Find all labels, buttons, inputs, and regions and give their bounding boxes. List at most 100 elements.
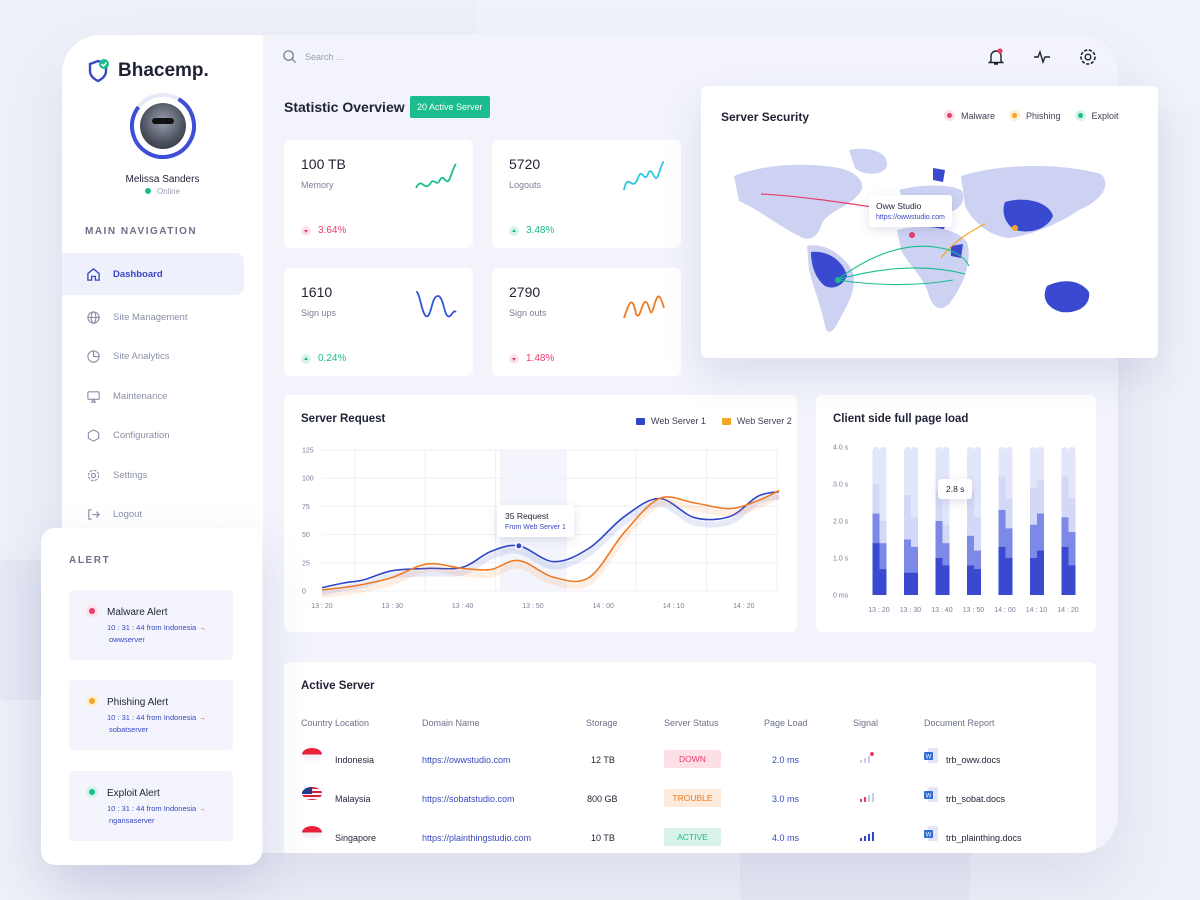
server-request-card: Server Request Web Server 1 Web Server 2… [284, 395, 797, 632]
stat-card-logouts[interactable]: 5720 Logouts 3.48% [492, 140, 681, 248]
legend-swatch [636, 417, 645, 425]
sidebar-item-site-analytics[interactable]: Site Analytics [62, 335, 244, 377]
user-status: Online [62, 187, 263, 196]
home-icon [87, 267, 100, 281]
sidebar-item-maintenance[interactable]: Maintenance [62, 375, 244, 417]
stat-value: 2790 [509, 284, 541, 300]
exploit-route [836, 267, 966, 281]
series-line [321, 489, 780, 591]
col-header-storage[interactable]: Storage [586, 718, 618, 728]
legend-exploit[interactable]: Exploit [1074, 110, 1119, 121]
stat-value: 1610 [301, 284, 333, 300]
map-africa [897, 226, 969, 309]
x-tick-label: 14 : 00 [994, 607, 1016, 614]
active-server-badge[interactable]: 20 Active Server [410, 96, 490, 118]
alert-item-exploit[interactable]: Exploit Alert 10 : 31 : 44 from Indonesi… [69, 771, 233, 841]
word-doc-icon: W [924, 787, 938, 802]
exploit-alert-icon [86, 786, 98, 798]
cell-document[interactable]: trb_sobat.docs [946, 794, 1006, 804]
pie-chart-icon [87, 349, 100, 363]
x-tick-label: 13 : 20 [311, 603, 333, 610]
brand-logo[interactable]: Bhacemp. [88, 59, 209, 83]
legend-swatch [721, 417, 731, 425]
trend-down-icon [301, 225, 311, 236]
x-tick-label: 14 : 00 [593, 603, 615, 610]
monitor-icon [87, 390, 100, 403]
stat-card-memory[interactable]: 100 TB Memory 3.64% [284, 140, 473, 248]
sidebar-item-configuration[interactable]: Configuration [62, 414, 244, 456]
col-header-page-load[interactable]: Page Load [764, 718, 808, 728]
stat-card-signouts[interactable]: 2790 Sign outs 1.48% [492, 268, 681, 376]
bar-segment [1061, 546, 1069, 595]
alert-item-phishing[interactable]: Phishing Alert 10 : 31 : 44 from Indones… [69, 680, 233, 750]
search-bar[interactable]: Search ... [282, 49, 344, 64]
profile-progress-ring [130, 93, 196, 159]
bar-segment [942, 565, 950, 595]
legend-phishing[interactable]: Phishing [1009, 110, 1061, 121]
phishing-dot-icon [1009, 110, 1021, 121]
series-shadow [321, 493, 780, 596]
search-input[interactable]: Search ... [305, 51, 344, 62]
sidebar-item-logout[interactable]: Logout [62, 493, 244, 535]
signal-low-icon [860, 793, 874, 802]
x-tick-label: 14 : 20 [1057, 607, 1079, 614]
stat-card-signups[interactable]: 1610 Sign ups 0.24% [284, 268, 473, 376]
cell-domain-link[interactable]: https://sobatstudio.com [422, 794, 515, 804]
alert-title: Exploit Alert [107, 788, 160, 799]
y-tick-label: 2.0 s [833, 519, 849, 526]
sidebar-item-label: Site Management [113, 311, 188, 323]
col-header-document[interactable]: Document Report [924, 718, 995, 728]
page-load-card: Client side full page load 0 ms 1.0 s 2.0 … [816, 395, 1096, 632]
map-north-america [734, 164, 863, 239]
cell-document[interactable]: trb_plainthing.docs [946, 833, 1022, 843]
sidebar-item-label: Settings [113, 469, 148, 481]
logouts-sparkline [623, 161, 665, 191]
bar-segment [904, 539, 911, 595]
map-scandinavia [933, 168, 945, 182]
cell-page-load: 2.0 ms [772, 755, 800, 765]
cell-storage: 800 GB [587, 794, 618, 804]
map-greenland [849, 148, 888, 174]
bar-segment [998, 546, 1006, 595]
bar-segment [911, 572, 918, 595]
user-avatar-frame[interactable] [130, 93, 196, 159]
activity-icon[interactable] [1032, 47, 1052, 67]
world-map[interactable] [729, 146, 1129, 341]
x-tick-label: 13 : 40 [931, 607, 953, 614]
x-tick-label: 14 : 10 [663, 603, 685, 610]
word-doc-icon: W [924, 826, 938, 841]
exploit-marker [835, 277, 841, 283]
y-tick-label: 1.0 s [833, 556, 849, 563]
stat-label: Logouts [509, 180, 542, 190]
malware-dot-icon [944, 110, 955, 121]
x-tick-label: 13 : 40 [452, 603, 474, 610]
user-name: Melissa Sanders [125, 174, 200, 185]
tooltip-link[interactable]: https://owwstudio.com [876, 214, 945, 221]
settings-gear-icon[interactable] [1078, 47, 1098, 67]
bar-segment [1030, 558, 1037, 595]
legend-item[interactable]: Web Server 2 [721, 416, 792, 426]
cell-domain-link[interactable]: https://plainthingstudio.com [422, 833, 532, 843]
alert-item-malware[interactable]: Malware Alert 10 : 31 : 44 from Indonesi… [69, 590, 233, 660]
alert-panel: ALERT Malware Alert 10 : 31 : 44 from In… [41, 528, 262, 865]
col-header-domain[interactable]: Domain Name [422, 718, 480, 728]
x-tick-label: 13 : 30 [900, 607, 922, 614]
tooltip-title: Oww Studio [876, 201, 922, 211]
sidebar-item-settings[interactable]: Settings [62, 454, 244, 496]
bell-icon[interactable] [986, 47, 1006, 67]
col-header-signal[interactable]: Signal [853, 718, 879, 728]
sidebar-item-site-management[interactable]: Site Management [62, 296, 244, 338]
cell-document[interactable]: trb_oww.docs [946, 755, 1001, 765]
cell-domain-link[interactable]: https://owwstudio.com [422, 755, 511, 765]
malware-marker [909, 232, 915, 238]
col-header-status[interactable]: Server Status [664, 718, 719, 728]
globe-icon [87, 310, 100, 324]
col-header-country[interactable]: Country Location [301, 718, 370, 728]
sidebar-item-dashboard[interactable]: Dashboard [62, 253, 244, 295]
stat-change: 1.48% [509, 353, 554, 364]
tooltip-subtitle: From Web Server 1 [505, 524, 566, 531]
arrow-right-icon: → [198, 623, 206, 632]
legend-malware[interactable]: Malware [944, 110, 995, 121]
legend-item[interactable]: Web Server 1 [636, 416, 706, 426]
y-tick-label: 0 [302, 589, 306, 596]
